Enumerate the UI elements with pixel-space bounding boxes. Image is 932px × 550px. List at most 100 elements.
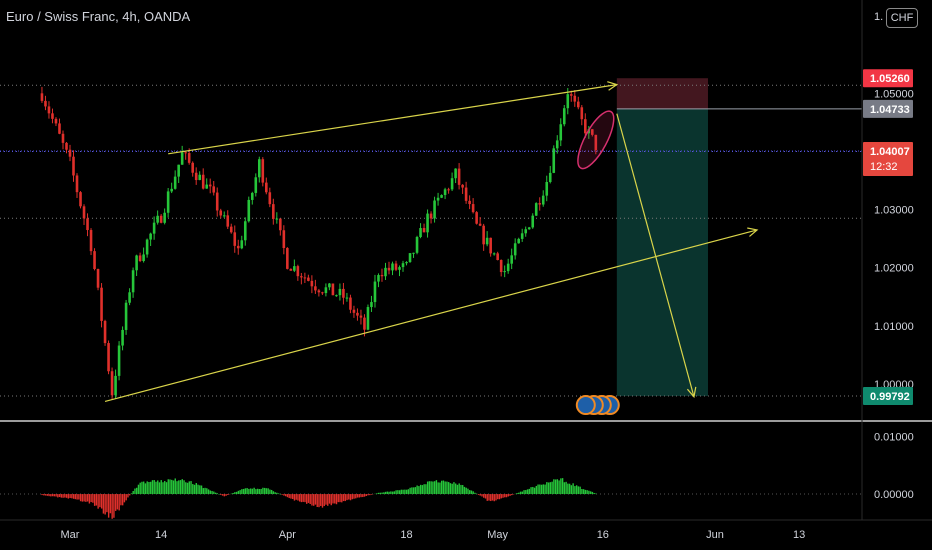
candle-body: [576, 101, 580, 108]
candle-body: [492, 253, 496, 255]
oscillator-bar: [497, 494, 499, 500]
oscillator-bar: [211, 490, 213, 495]
candle-body: [426, 213, 429, 233]
oscillator-bar: [78, 494, 80, 500]
oscillator-bar: [183, 480, 185, 495]
oscillator-bar: [479, 494, 481, 496]
price-axis-tick-label: 1.02000: [874, 263, 914, 275]
oscillator-bar: [251, 488, 254, 495]
price-axis-partial-label: 1.: [874, 11, 884, 23]
time-axis-tick-label: Apr: [279, 529, 296, 541]
oscillator-bar: [341, 494, 343, 503]
oscillator-bar: [407, 489, 410, 495]
price-tag-target: [863, 387, 913, 406]
candle-body: [219, 210, 223, 216]
candle-body: [569, 94, 573, 96]
oscillator-bar: [491, 494, 494, 501]
candle-body: [408, 253, 412, 263]
stop-loss-zone: [616, 78, 708, 109]
time-axis-tick-label: Mar: [61, 529, 80, 541]
oscillator-bar: [500, 494, 502, 499]
oscillator-bar: [339, 494, 341, 503]
candle-body: [317, 290, 321, 293]
oscillator-bar: [81, 494, 84, 502]
oscillator-bar: [85, 494, 87, 502]
candle-body: [215, 192, 219, 211]
oscillator-bar: [128, 494, 131, 496]
oscillator-bar: [412, 487, 415, 495]
candle-body: [100, 287, 103, 321]
oscillator-bar: [60, 494, 63, 498]
oscillator-bar: [469, 490, 471, 495]
oscillator-bar: [376, 493, 378, 495]
dotted-levels: [0, 84, 862, 397]
oscillator-bar: [48, 494, 50, 497]
oscillator-bar: [540, 484, 543, 495]
oscillator-bar: [241, 489, 243, 495]
oscillator-bar: [567, 483, 569, 495]
oscillator-bar: [444, 481, 446, 495]
oscillator-bar: [547, 482, 550, 495]
oscillator-bar: [167, 479, 169, 495]
oscillator-bar: [393, 491, 396, 495]
candle-body: [433, 200, 436, 219]
oscillator-bar: [334, 494, 336, 504]
time-axis-tick-label: Jun: [706, 529, 724, 541]
candle-body: [314, 286, 317, 291]
oscillator-bar: [316, 494, 318, 507]
candle-body: [75, 175, 79, 193]
candle-body: [163, 212, 166, 223]
oscillator-bar: [46, 494, 49, 496]
candle-body: [184, 152, 187, 154]
currency-button[interactable]: CHF: [886, 8, 918, 28]
oscillator-bar: [125, 494, 127, 501]
price-tag-label: 1.04733: [870, 104, 910, 116]
oscillator-bar: [549, 482, 552, 495]
oscillator-bar: [365, 494, 368, 497]
candle-body: [58, 123, 61, 134]
oscillator-bar: [462, 485, 464, 495]
candle-body: [68, 149, 72, 157]
oscillator-bar: [533, 487, 536, 495]
candle-countdown: 12:32: [870, 161, 898, 173]
oscillator-bar: [416, 485, 418, 495]
candle-body: [489, 237, 492, 254]
candle-body: [124, 302, 128, 330]
oscillator-bar: [432, 481, 434, 495]
candle-body: [356, 312, 359, 316]
candle-body: [247, 199, 251, 222]
candle-body: [471, 204, 475, 213]
trendline: [104, 229, 758, 402]
candle-body: [405, 262, 408, 264]
trendline: [168, 84, 617, 155]
oscillator-bar: [595, 493, 597, 495]
candle-body: [447, 189, 450, 191]
candle-body: [300, 276, 303, 278]
oscillator-bar: [55, 494, 57, 497]
oscillator-bar: [307, 494, 310, 503]
candle-body: [468, 200, 471, 205]
oscillator-bar: [563, 482, 566, 495]
oscillator-bar: [472, 491, 474, 495]
oscillator-bar: [526, 489, 529, 495]
oscillator-bar: [442, 480, 445, 495]
candle-body: [135, 255, 138, 271]
candle-body: [583, 119, 587, 134]
oscillator-bar: [274, 492, 276, 495]
oscillator-bar: [62, 494, 64, 498]
annotations: [575, 110, 620, 416]
candle-body: [380, 275, 384, 277]
trendline-arrowhead: [686, 386, 697, 399]
candle-body: [345, 297, 349, 299]
oscillator-bar: [53, 494, 56, 497]
oscillator-bar: [411, 487, 413, 495]
oscillator-bar: [267, 488, 269, 495]
oscillator-bar: [460, 484, 462, 495]
oscillator-bar: [111, 494, 113, 519]
oscillator-bar: [414, 487, 417, 495]
oscillator-bar: [162, 482, 164, 495]
oscillator-bar: [402, 489, 404, 495]
trendline-arrowhead: [747, 227, 759, 237]
oscillator-bar: [525, 490, 527, 495]
